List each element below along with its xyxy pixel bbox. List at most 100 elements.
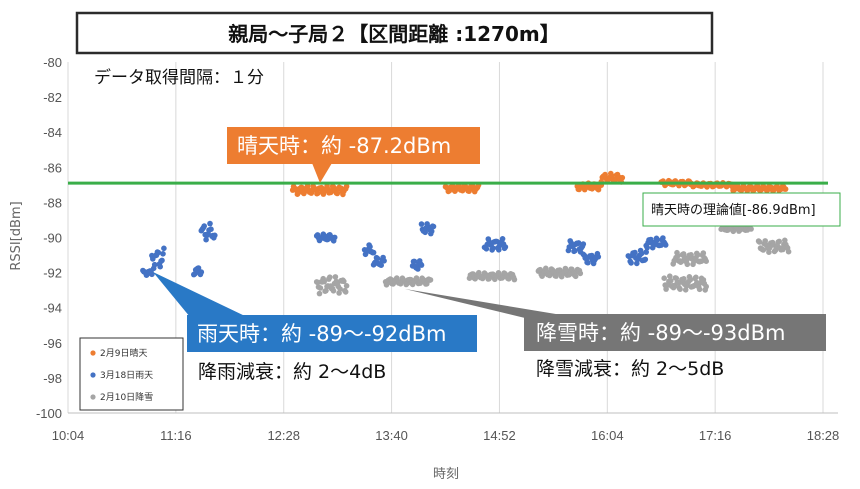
data-point xyxy=(343,283,350,289)
rain-callout-text: 雨天時：約 -89〜-92dBm xyxy=(197,322,446,346)
x-tick-label: 13:40 xyxy=(375,428,408,443)
data-point xyxy=(341,278,347,285)
snow-callout: 降雪時：約 -89〜-93dBm xyxy=(405,289,826,351)
data-point xyxy=(785,248,792,255)
y-tick-label: -90 xyxy=(43,231,62,246)
data-point xyxy=(422,229,429,236)
data-point xyxy=(537,266,544,273)
data-points xyxy=(140,170,792,297)
snow-callout-text: 降雪時：約 -89〜-93dBm xyxy=(536,321,785,345)
data-point xyxy=(415,266,421,272)
y-tick-label: -94 xyxy=(43,301,62,316)
data-point xyxy=(766,249,772,255)
x-tick-label: 12:28 xyxy=(267,428,300,443)
data-point xyxy=(428,228,435,234)
series-2 xyxy=(313,223,792,297)
legend-label: 2月10日降雪 xyxy=(100,391,153,403)
data-point xyxy=(632,249,638,256)
data-point xyxy=(334,190,341,197)
data-point xyxy=(628,260,634,266)
x-axis-title: 時刻 xyxy=(433,467,459,482)
legend-label: 3月18日雨天 xyxy=(100,370,153,381)
data-point xyxy=(430,223,437,230)
data-point xyxy=(502,244,509,250)
x-axis-ticks: 10:04 11:16 12:28 13:40 14:52 16:04 17:16 18:28 xyxy=(52,428,840,443)
data-point xyxy=(703,283,709,290)
data-point xyxy=(684,261,691,268)
data-point xyxy=(700,250,707,256)
data-point xyxy=(642,256,649,263)
data-point xyxy=(638,250,645,257)
data-point xyxy=(589,252,595,259)
data-point xyxy=(654,236,661,243)
data-point xyxy=(696,286,703,293)
data-point xyxy=(661,275,667,282)
data-point xyxy=(782,237,788,244)
rain-attenuation-text: 降雨減衰：約 2〜4dB xyxy=(198,361,386,383)
data-point xyxy=(381,258,387,264)
data-point xyxy=(374,255,381,262)
data-point xyxy=(580,241,587,247)
data-point xyxy=(572,273,579,280)
data-point xyxy=(367,243,373,250)
legend-marker xyxy=(90,394,96,400)
sunny-callout-text: 晴天時：約 -87.2dBm xyxy=(237,134,451,158)
data-point xyxy=(619,174,626,181)
data-point xyxy=(195,265,202,271)
data-point xyxy=(327,274,333,281)
data-point xyxy=(317,285,324,291)
data-point xyxy=(693,274,699,281)
data-point xyxy=(694,252,701,258)
data-point xyxy=(342,289,349,295)
data-point xyxy=(499,236,506,242)
data-point xyxy=(494,238,500,245)
data-point xyxy=(370,249,377,256)
data-point xyxy=(330,288,337,294)
data-point xyxy=(343,183,350,190)
data-point xyxy=(687,277,694,283)
x-tick-label: 18:28 xyxy=(807,428,840,443)
data-point xyxy=(585,259,591,266)
data-point xyxy=(677,286,683,293)
data-point xyxy=(553,273,559,279)
data-point xyxy=(703,258,709,265)
data-point xyxy=(572,247,578,254)
data-point xyxy=(756,239,763,245)
data-point xyxy=(378,262,385,269)
data-point xyxy=(411,258,418,265)
data-point xyxy=(667,273,673,280)
data-point xyxy=(160,251,166,257)
data-point xyxy=(776,238,782,245)
interval-note: データ取得間隔：１分 xyxy=(94,67,264,88)
legend: 2月9日晴天 3月18日雨天 2月10日降雪 xyxy=(79,337,184,411)
data-point xyxy=(760,247,767,253)
y-tick-label: -96 xyxy=(43,336,62,351)
y-tick-label: -84 xyxy=(43,125,62,140)
data-point xyxy=(595,253,602,260)
data-point xyxy=(203,236,209,243)
data-point xyxy=(155,249,162,256)
y-tick-label: -88 xyxy=(43,195,62,210)
data-point xyxy=(316,290,323,297)
data-point xyxy=(748,226,754,232)
data-point xyxy=(332,274,339,280)
data-point xyxy=(668,277,674,284)
snow-attenuation-text: 降雪減衰：約 2〜5dB xyxy=(536,358,724,380)
y-tick-label: -80 xyxy=(43,55,62,70)
x-tick-label: 17:16 xyxy=(699,428,732,443)
data-point xyxy=(208,226,214,232)
vertical-grid xyxy=(67,62,824,413)
y-tick-label: -98 xyxy=(43,371,62,386)
x-tick-label: 16:04 xyxy=(591,428,624,443)
legend-marker xyxy=(90,372,96,378)
reference-label: 晴天時の理論値[-86.9dBm] xyxy=(642,192,841,227)
legend-label: 2月9日晴天 xyxy=(100,347,147,359)
x-tick-label: 10:04 xyxy=(52,428,85,443)
data-point xyxy=(490,245,496,251)
data-point xyxy=(511,276,518,283)
data-point xyxy=(662,242,669,248)
x-tick-label: 11:16 xyxy=(160,428,192,443)
data-point xyxy=(496,247,502,253)
data-point xyxy=(315,190,321,196)
data-point xyxy=(159,257,165,264)
